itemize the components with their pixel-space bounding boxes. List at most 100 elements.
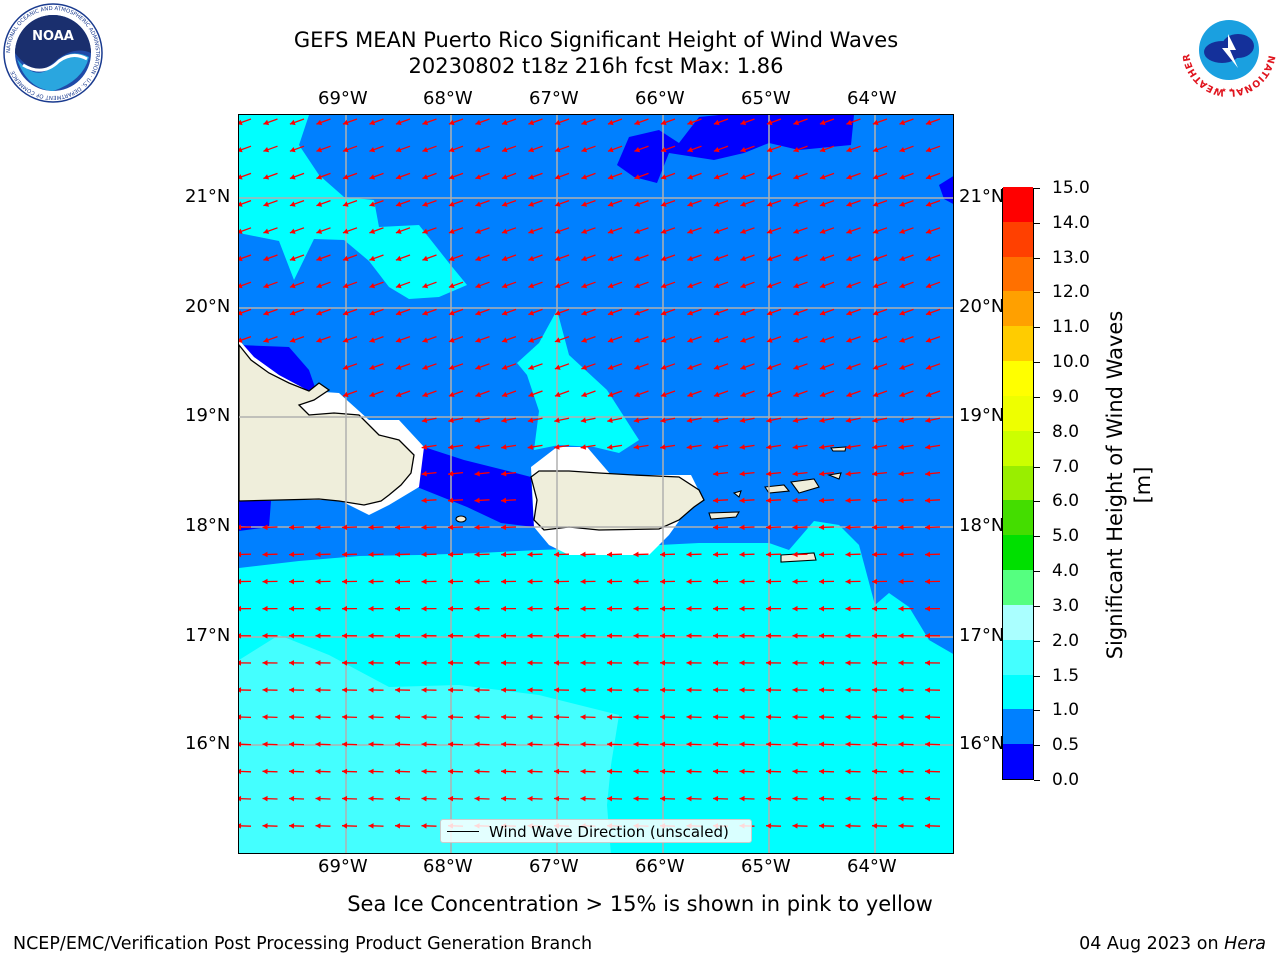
wind-wave-arrowhead xyxy=(421,660,427,666)
wind-wave-arrowhead xyxy=(474,578,480,585)
wind-wave-arrowhead xyxy=(315,795,321,802)
wind-wave-arrowhead xyxy=(448,283,455,289)
wind-wave-arrowhead xyxy=(369,364,376,370)
wind-wave-arrowhead xyxy=(262,551,268,558)
wind-wave-arrowhead xyxy=(872,364,879,370)
colorbar-tick-label: 4.0 xyxy=(1052,561,1080,582)
footer-machine: Hera xyxy=(1224,934,1266,954)
wind-wave-arrowhead xyxy=(793,147,800,153)
wind-wave-arrowhead xyxy=(660,417,666,423)
wind-wave-arrowhead xyxy=(819,283,826,289)
wind-wave-arrowhead xyxy=(554,310,561,316)
wind-wave-arrowhead xyxy=(239,741,242,747)
mona-island xyxy=(455,515,467,523)
wind-wave-arrowhead xyxy=(581,283,588,289)
wind-wave-arrowhead xyxy=(448,201,455,207)
wind-wave-arrowhead xyxy=(342,283,349,289)
wind-wave-arrowhead xyxy=(554,444,560,450)
wind-wave-arrowhead xyxy=(898,714,904,720)
wind-wave-arrowhead xyxy=(872,228,879,234)
wind-wave-arrowhead xyxy=(474,524,480,531)
wind-wave-arrowhead xyxy=(872,497,878,504)
wind-wave-arrowhead xyxy=(554,741,560,747)
wind-wave-arrowhead xyxy=(369,391,376,398)
wind-wave-arrowhead xyxy=(766,310,773,316)
wind-wave-arrowhead xyxy=(474,768,480,775)
field-lt-0.5-southwest xyxy=(239,501,271,531)
wind-wave-arrowhead xyxy=(262,633,268,639)
colorbar-tick-label: 12.0 xyxy=(1052,282,1090,303)
wind-wave-arrowhead xyxy=(474,497,480,504)
wind-wave-arrowhead xyxy=(369,174,376,180)
wind-wave-arrowhead xyxy=(819,147,826,153)
wind-wave-arrowhead xyxy=(793,228,800,234)
wind-wave-arrowhead xyxy=(289,201,296,207)
colorbar-segment xyxy=(1003,639,1033,675)
legend-label: Wind Wave Direction (unscaled) xyxy=(489,823,729,841)
wind-wave-arrowhead xyxy=(368,633,374,639)
wind-wave-arrowhead xyxy=(554,283,561,289)
wind-wave-arrowhead xyxy=(633,768,639,775)
wind-wave-arrowhead xyxy=(475,174,482,180)
wind-wave-arrowhead xyxy=(289,578,294,585)
wind-wave-arrowhead xyxy=(448,605,453,612)
wind-wave-arrowhead xyxy=(369,283,376,289)
wind-wave-arrowhead xyxy=(316,283,323,289)
wind-wave-arrowhead xyxy=(872,660,877,666)
wind-wave-arrowhead xyxy=(713,470,719,477)
wind-wave-arrowhead xyxy=(501,417,507,423)
wind-wave-arrowhead xyxy=(792,633,798,639)
wind-wave-arrowhead xyxy=(527,714,533,720)
wind-wave-arrowhead xyxy=(687,147,694,153)
wind-wave-arrowhead xyxy=(845,741,851,747)
wind-wave-arrowhead xyxy=(527,444,534,450)
wind-wave-arrowhead xyxy=(872,119,879,126)
wind-wave-arrowhead xyxy=(925,228,932,234)
wind-wave-arrowhead xyxy=(819,551,825,558)
colorbar-tick xyxy=(1034,257,1040,259)
wind-wave-arrowhead xyxy=(368,741,374,747)
wind-wave-arrowhead xyxy=(819,174,826,180)
footer-date: 04 Aug 2023 on Hera xyxy=(1079,933,1266,955)
wind-wave-arrowhead xyxy=(342,310,349,316)
wind-wave-arrowhead xyxy=(501,795,507,802)
colorbar-segment xyxy=(1003,221,1033,257)
wind-wave-arrowhead xyxy=(316,255,323,262)
wind-wave-arrowhead xyxy=(740,255,747,262)
wind-wave-arrowhead xyxy=(713,524,719,531)
wind-wave-arrowhead xyxy=(899,228,906,234)
colorbar-segment xyxy=(1003,186,1033,222)
colorbar-segment xyxy=(1003,360,1033,396)
wind-wave-arrowhead xyxy=(819,524,825,531)
wind-wave-arrowhead xyxy=(899,283,906,289)
wind-wave-arrowhead xyxy=(660,147,667,153)
vieques-island xyxy=(708,511,740,520)
wind-wave-arrowhead xyxy=(395,255,402,262)
wind-wave-arrowhead xyxy=(607,147,614,153)
wind-wave-arrowhead xyxy=(342,714,348,720)
wind-wave-arrowhead xyxy=(686,605,692,612)
wind-wave-arrowhead xyxy=(342,228,349,234)
wind-wave-arrowhead xyxy=(766,228,773,234)
wind-wave-arrowhead xyxy=(289,228,296,234)
wind-wave-arrowhead xyxy=(660,551,666,558)
wind-wave-arrowhead xyxy=(422,364,429,370)
wind-wave-arrowhead xyxy=(501,201,508,207)
colorbar-segment xyxy=(1003,290,1033,327)
wind-wave-arrowhead xyxy=(316,147,323,153)
colorbar-tick xyxy=(1034,431,1040,433)
wind-wave-arrowhead xyxy=(713,119,720,126)
wind-wave-arrowhead xyxy=(475,364,482,370)
wind-wave-arrowhead xyxy=(421,768,427,775)
wind-wave-arrowhead xyxy=(501,147,508,153)
chart-title: GEFS MEAN Puerto Rico Significant Height… xyxy=(293,28,899,52)
wind-wave-arrowhead xyxy=(422,255,429,262)
lat-label-right-17n: 17°N xyxy=(959,625,1005,646)
wind-wave-arrowhead xyxy=(554,228,561,234)
wind-wave-arrowhead xyxy=(448,391,455,398)
wind-wave-arrowhead xyxy=(633,417,640,423)
wind-wave-arrowhead xyxy=(581,310,588,316)
virgin-gorda-island xyxy=(826,472,842,480)
wind-wave-arrowhead xyxy=(421,578,427,585)
wind-wave-arrowhead xyxy=(607,741,613,747)
